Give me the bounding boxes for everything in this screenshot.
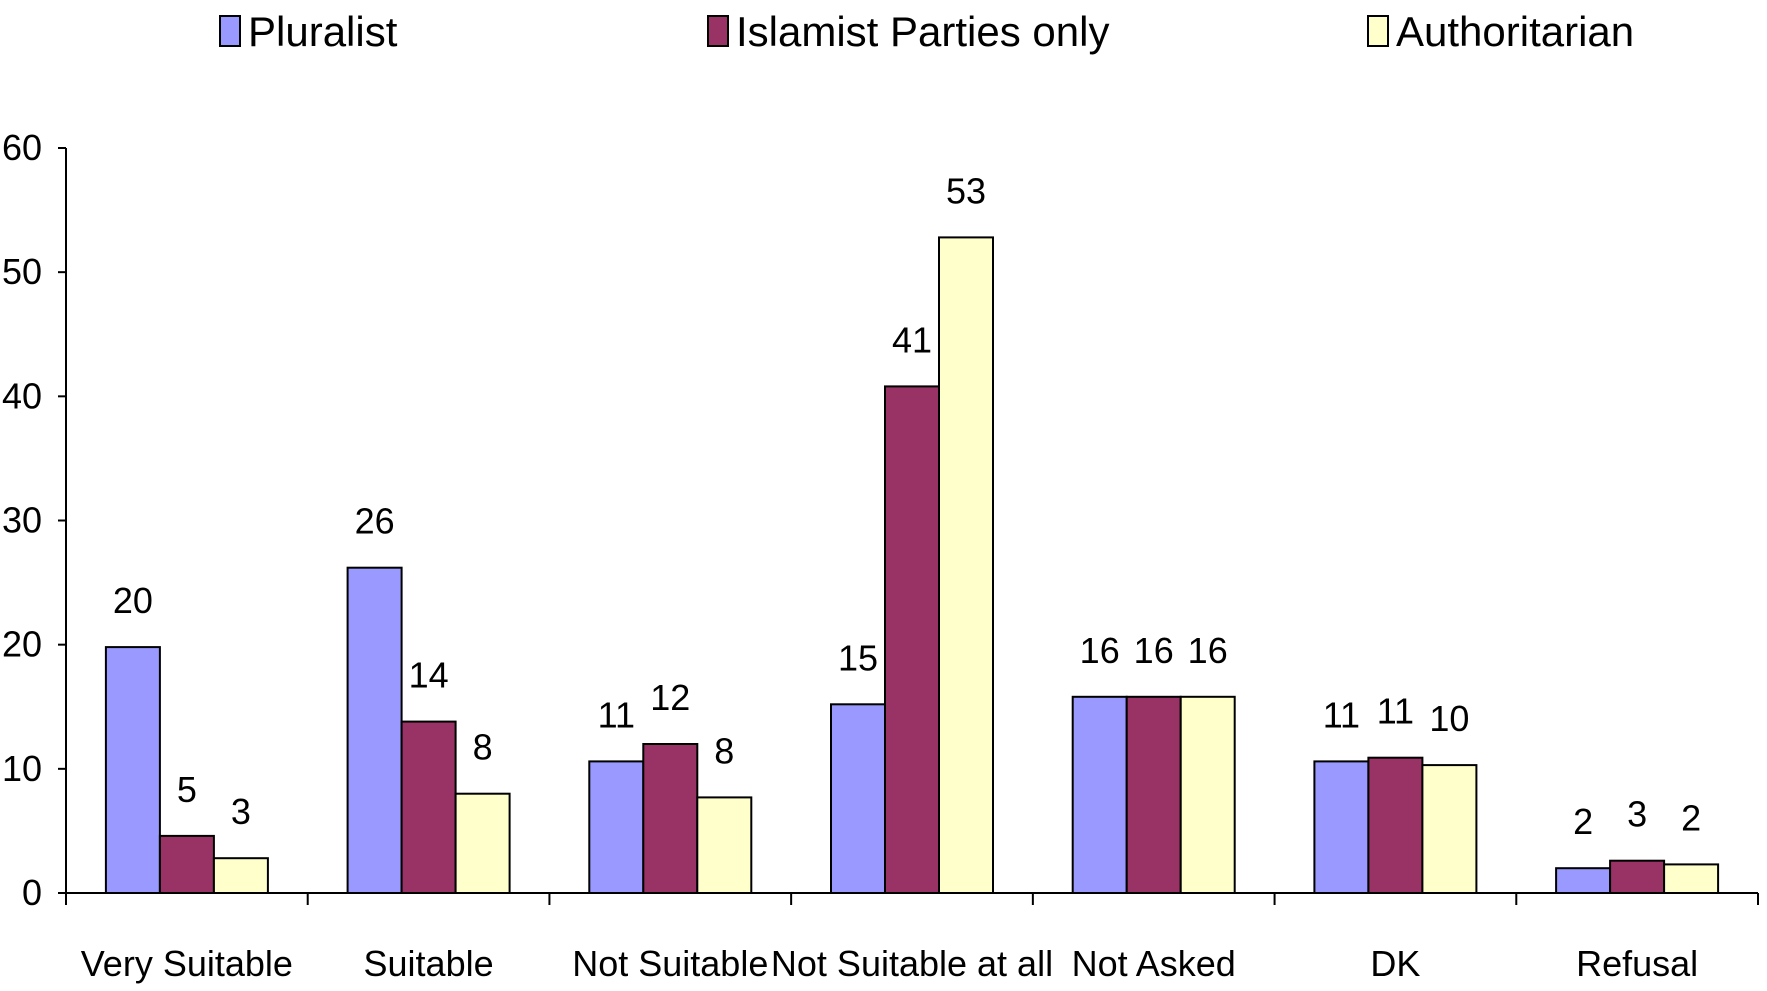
bar-authoritarian-not-suitable	[696, 796, 753, 895]
bar-islamist-parties-only-suitable	[400, 720, 457, 894]
y-tick-label: 20	[2, 624, 42, 665]
bar-islamist-parties-only-not-suitable-at-all	[884, 385, 940, 894]
legend: Pluralist Islamist Parties only Authoritar…	[219, 8, 1634, 55]
legend-swatch-authoritarian	[1367, 15, 1389, 47]
x-tick-label-not-suitable: Not Suitable	[572, 943, 768, 984]
x-tick-label-not-asked: Not Asked	[1072, 943, 1236, 984]
bar-islamist-parties-only-very-suitable	[158, 834, 215, 895]
bar-islamist-parties-only-not-asked	[1125, 695, 1182, 894]
x-tick-label-refusal: Refusal	[1576, 943, 1698, 984]
bar-islamist-parties-only-dk	[1367, 756, 1424, 895]
y-tick-label: 40	[2, 375, 42, 416]
legend-label-islamist-parties-only: Islamist Parties only	[736, 8, 1109, 55]
data-label: 5	[177, 769, 197, 810]
data-label: 20	[113, 580, 153, 621]
x-tick-label-not-suitable-at-all: Not Suitable at all	[771, 943, 1053, 984]
y-tick-label: 50	[2, 251, 42, 292]
bar-pluralist-refusal	[1555, 867, 1612, 895]
legend-label-authoritarian: Authoritarian	[1396, 8, 1634, 55]
data-label: 11	[1323, 694, 1360, 735]
bar-islamist-parties-only-refusal	[1609, 859, 1666, 895]
bar-pluralist-not-suitable	[588, 760, 645, 895]
legend-swatch-islamist-parties-only	[707, 15, 729, 47]
data-label: 53	[946, 170, 986, 211]
y-tick-label: 10	[2, 748, 42, 789]
bar-pluralist-dk	[1313, 760, 1370, 895]
bars	[104, 236, 1720, 895]
data-label: 15	[838, 637, 878, 678]
bar-authoritarian-dk	[1421, 764, 1478, 894]
data-label: 10	[1429, 698, 1469, 739]
data-label: 16	[1134, 630, 1174, 671]
x-tick-label-very-suitable: Very Suitable	[81, 943, 293, 984]
data-label: 11	[1377, 691, 1414, 732]
data-label: 2	[1573, 801, 1593, 842]
value-labels: 20 26 11 15 16 11 2 5 14 12 41 16 11 3 3 8 8 53 16 10 2	[113, 170, 1701, 842]
bar-authoritarian-not-suitable-at-all	[938, 236, 994, 894]
legend-swatch-pluralist	[219, 15, 241, 47]
legend-label-pluralist: Pluralist	[248, 8, 398, 55]
bar-pluralist-not-asked	[1071, 695, 1128, 894]
data-label: 8	[714, 730, 734, 771]
y-tick-label: 60	[2, 127, 42, 168]
bar-authoritarian-refusal	[1663, 863, 1720, 895]
data-label: 8	[473, 727, 493, 768]
data-label: 41	[892, 319, 932, 360]
bar-authoritarian-not-asked	[1179, 695, 1236, 894]
data-label: 2	[1681, 797, 1701, 838]
data-label: 14	[409, 655, 449, 696]
data-label: 3	[1627, 794, 1647, 835]
bar-pluralist-suitable	[346, 566, 403, 894]
data-label: 16	[1188, 630, 1228, 671]
bar-authoritarian-very-suitable	[212, 857, 269, 895]
x-tick-label-dk: DK	[1370, 943, 1420, 984]
data-label: 11	[598, 694, 635, 735]
bar-islamist-parties-only-not-suitable	[642, 743, 699, 894]
y-tick-label: 30	[2, 500, 42, 541]
data-label: 12	[650, 677, 690, 718]
bar-authoritarian-suitable	[454, 792, 511, 895]
x-tick-label-suitable: Suitable	[364, 943, 494, 984]
data-label: 26	[355, 501, 395, 542]
bar-pluralist-very-suitable	[104, 646, 161, 894]
bar-pluralist-not-suitable-at-all	[830, 703, 886, 894]
data-label: 16	[1080, 630, 1120, 671]
axes: 0 10 20 30 40 50 60 Very Suitable Suitable Not Su…	[2, 127, 1759, 984]
y-tick-label: 0	[22, 872, 42, 913]
data-label: 3	[231, 791, 251, 832]
